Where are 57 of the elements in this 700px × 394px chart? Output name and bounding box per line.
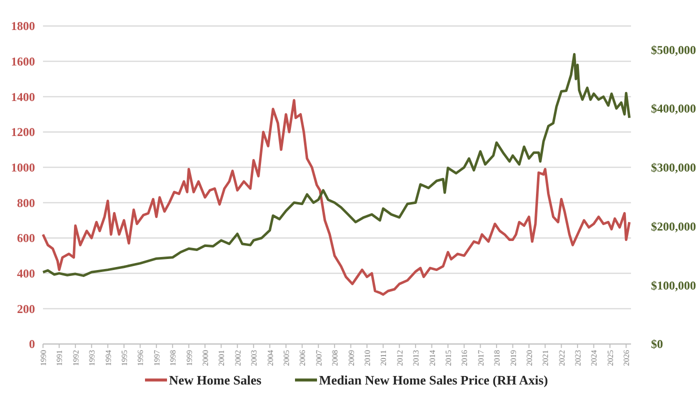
x-tick-label: 2000 <box>200 350 210 366</box>
x-tick-label: 2016 <box>460 350 470 366</box>
x-tick-label: 2017 <box>476 350 486 366</box>
x-tick-label: 2013 <box>412 350 421 366</box>
y-tick-label: 200 <box>17 302 35 316</box>
x-tick-label: 2005 <box>282 350 291 366</box>
x-tick-label: 2019 <box>508 350 518 366</box>
y2-tick-label: $400,000 <box>651 102 696 116</box>
y2-tick-label: $100,000 <box>651 278 696 292</box>
line-series <box>42 53 631 277</box>
y2-tick-label: $200,000 <box>651 219 696 234</box>
x-tick-label: 1995 <box>120 350 129 366</box>
line-series <box>42 98 631 296</box>
x-tick-label: 2015 <box>444 350 453 366</box>
y-tick-label: 1000 <box>11 160 35 175</box>
y-tick-label: 600 <box>17 231 35 246</box>
x-tick-label: 1999 <box>184 350 194 366</box>
x-tick-label: 2008 <box>330 350 340 366</box>
x-tick-label: 2020 <box>524 350 534 366</box>
legend-label: Median New Home Sales Price (RH Axis) <box>319 372 548 388</box>
y-tick-label: 1800 <box>11 19 35 34</box>
x-tick-label: 1993 <box>88 350 97 366</box>
x-tick-label: 2026 <box>622 350 632 366</box>
x-tick-label: 2006 <box>298 350 308 366</box>
x-tick-label: 2023 <box>574 350 583 366</box>
x-tick-label: 1991 <box>55 350 64 366</box>
y2-tick-label: $300,000 <box>651 160 696 175</box>
y-tick-label: 1600 <box>11 54 35 69</box>
x-tick-label: 2010 <box>362 350 372 366</box>
x-tick-label: 1990 <box>39 350 48 366</box>
y-tick-label: 0 <box>29 337 35 352</box>
y-tick-label: 1400 <box>11 90 35 104</box>
y-tick-label: 1200 <box>11 125 35 140</box>
x-tick-label: 1992 <box>71 350 80 366</box>
x-tick-label: 2022 <box>557 350 566 366</box>
x-tick-label: 2024 <box>590 350 599 366</box>
x-tick-label: 1994 <box>104 350 113 366</box>
x-tick-label: 2025 <box>606 350 615 366</box>
y2-tick-label: $500,000 <box>651 42 696 57</box>
y-tick-label: 400 <box>17 266 35 281</box>
x-tick-label: 1996 <box>136 350 146 366</box>
legend-label: New Home Sales <box>169 372 262 388</box>
y-tick-label: 800 <box>17 196 35 210</box>
x-tick-label: 2021 <box>541 350 550 366</box>
x-tick-label: 2012 <box>395 350 404 366</box>
x-tick-label: 2018 <box>492 350 502 366</box>
x-tick-label: 2011 <box>379 350 388 366</box>
x-tick-label: 2001 <box>217 350 226 366</box>
x-tick-label: 2004 <box>266 350 275 366</box>
x-tick-label: 1998 <box>168 350 178 366</box>
x-tick-label: 2009 <box>346 350 356 366</box>
x-tick-label: 1997 <box>152 350 162 366</box>
x-tick-label: 2007 <box>314 350 324 366</box>
y2-tick-label: $0 <box>651 337 663 352</box>
x-tick-label: 2014 <box>428 350 437 366</box>
x-tick-label: 2003 <box>250 350 259 366</box>
x-tick-label: 2002 <box>233 350 242 366</box>
